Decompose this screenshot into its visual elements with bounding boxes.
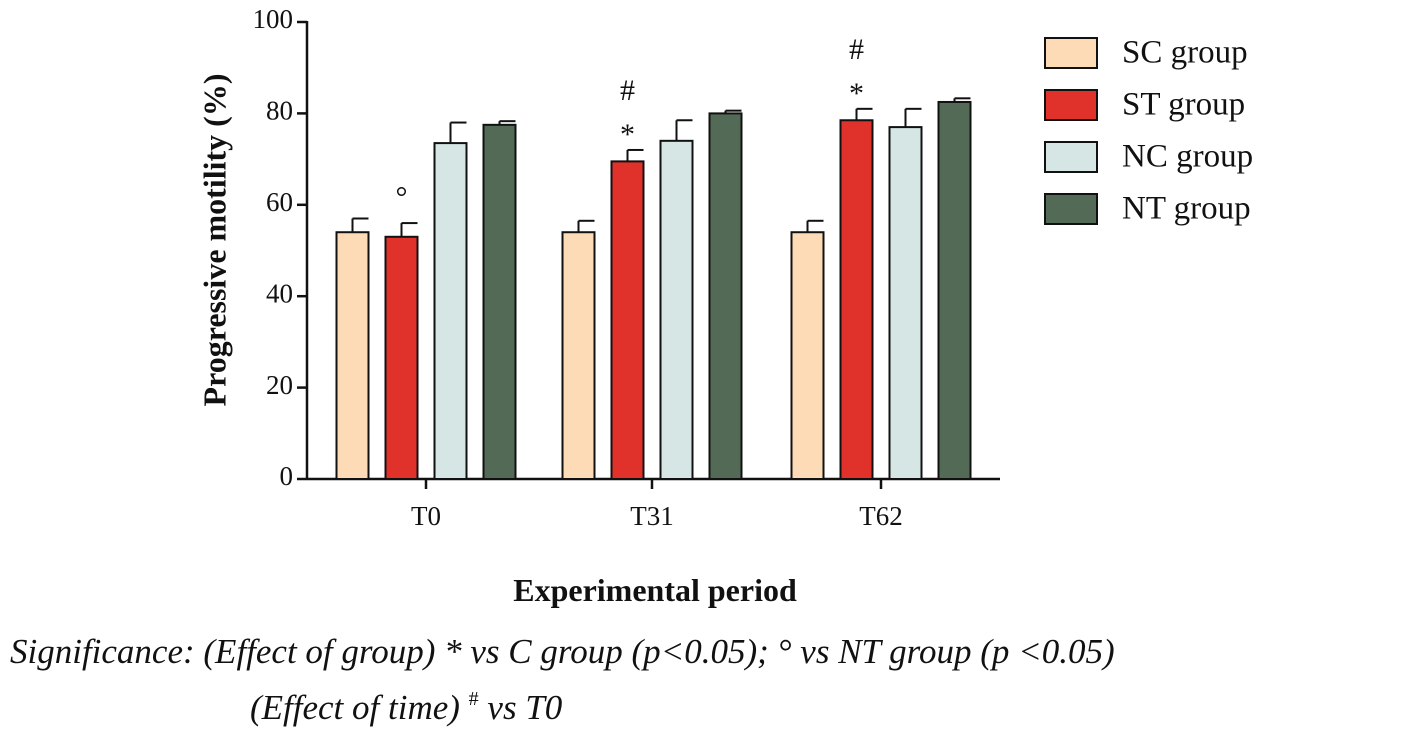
- bar: [482, 123, 517, 480]
- plot-area: 0 20 40 60 80 100 T0 T31 T62 ° * # * #: [253, 4, 1000, 531]
- bar: [888, 126, 923, 481]
- legend-label: NC group: [1122, 139, 1253, 175]
- legend: SC group ST group NC group NT group: [1044, 35, 1253, 227]
- bar: [790, 231, 825, 480]
- significance-note-line2-prefix: (Effect of time): [250, 688, 469, 727]
- significance-mark: *: [849, 77, 864, 110]
- significance-mark: #: [849, 33, 864, 66]
- legend-swatch: [1044, 37, 1098, 69]
- significance-mark: *: [620, 118, 635, 151]
- legend-label: SC group: [1122, 35, 1248, 71]
- y-tick-label: 100: [253, 4, 294, 34]
- legend-swatch: [1044, 193, 1098, 225]
- y-tick-label: 40: [266, 278, 293, 308]
- legend-label: NT group: [1122, 191, 1251, 227]
- legend-swatch: [1044, 89, 1098, 121]
- x-tick-label: T0: [411, 501, 441, 531]
- significance-note-line2-suffix: vs T0: [478, 688, 563, 727]
- legend-swatch: [1044, 141, 1098, 173]
- x-tick-label: T62: [859, 501, 903, 531]
- bar: [335, 231, 370, 480]
- bar: [708, 112, 743, 481]
- y-tick-label: 20: [266, 370, 293, 400]
- bar: [610, 160, 645, 480]
- significance-note-line2: (Effect of time) # vs T0: [250, 688, 562, 728]
- bar: [937, 100, 972, 480]
- bar: [433, 142, 468, 480]
- bar: [659, 139, 694, 480]
- significance-note-line1: Significance: (Effect of group) * vs C g…: [10, 632, 1115, 671]
- bar-chart: Progressive motility (%) Experimental pe…: [196, 4, 1253, 608]
- legend-label: ST group: [1122, 87, 1245, 123]
- x-tick-label: T31: [630, 501, 674, 531]
- hash-superscript: #: [468, 688, 479, 710]
- significance-mark: #: [620, 74, 635, 107]
- y-tick-label: 0: [280, 461, 294, 491]
- significance-mark: °: [396, 181, 408, 214]
- bar: [839, 119, 874, 480]
- y-tick-label: 80: [266, 96, 293, 126]
- bar: [384, 235, 419, 480]
- y-tick-label: 60: [266, 187, 293, 217]
- x-axis-title: Experimental period: [513, 572, 797, 608]
- y-axis-title: Progressive motility (%): [196, 74, 232, 407]
- bar: [561, 231, 596, 480]
